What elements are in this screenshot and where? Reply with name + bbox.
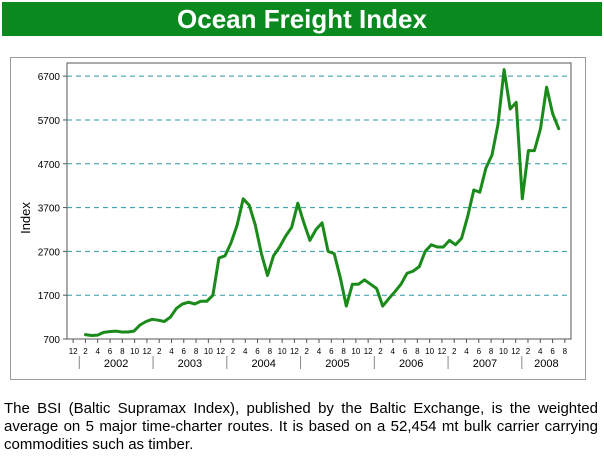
x-tick-label: 12 <box>142 347 151 356</box>
x-tick-label: 12 <box>364 347 373 356</box>
x-tick-label: 12 <box>511 347 520 356</box>
x-tick-label: 8 <box>120 347 125 356</box>
x-tick-label: 8 <box>268 347 273 356</box>
page-title-banner: Ocean Freight Index <box>2 2 602 36</box>
x-tick-label: 2 <box>157 347 162 356</box>
x-tick-label: 6 <box>403 347 408 356</box>
x-tick-label: 4 <box>169 347 174 356</box>
x-tick-label: 8 <box>341 347 346 356</box>
bsi-series-line <box>83 68 561 337</box>
year-label: 2005 <box>325 358 349 370</box>
x-tick-label: 4 <box>538 347 543 356</box>
y-tick-label: 1700 <box>38 291 61 302</box>
x-tick-label: 2 <box>231 347 236 356</box>
x-tick-label: 10 <box>351 347 360 356</box>
y-tick-label: 3700 <box>38 204 61 215</box>
x-tick-label: 2 <box>378 347 383 356</box>
x-tick-label: 4 <box>317 347 322 356</box>
x-tick-label: 6 <box>550 347 555 356</box>
y-axis-label: Index <box>18 202 33 234</box>
x-tick-label: 8 <box>194 347 199 356</box>
year-label: 2008 <box>534 358 558 370</box>
x-tick-label: 2 <box>452 347 457 356</box>
x-tick-label: 6 <box>108 347 113 356</box>
x-tick-label: 12 <box>69 347 78 356</box>
x-tick-label: 6 <box>477 347 482 356</box>
x-tick-label: 10 <box>204 347 213 356</box>
x-tick-label: 2 <box>83 347 88 356</box>
year-label: 2002 <box>104 358 128 370</box>
y-tick-label: 700 <box>43 335 60 346</box>
x-tick-label: 4 <box>243 347 248 356</box>
x-tick-label: 2 <box>304 347 309 356</box>
x-tick-label: 12 <box>216 347 225 356</box>
x-tick-label: 4 <box>464 347 469 356</box>
y-tick-label: 2700 <box>38 247 61 258</box>
x-tick-label: 6 <box>329 347 334 356</box>
x-tick-label: 6 <box>182 347 187 356</box>
x-tick-label: 8 <box>415 347 420 356</box>
x-tick-label: 4 <box>96 347 101 356</box>
chart-frame: Index 700 1700 2700 3700 4700 5700 6700 12 2 4 6 8 1… <box>10 57 586 380</box>
x-tick-label: 10 <box>499 347 508 356</box>
x-tick-label: 4 <box>391 347 396 356</box>
chart-caption: The BSI (Baltic Supramax Index), publish… <box>4 400 598 453</box>
x-tick-label: 12 <box>290 347 299 356</box>
year-label: 2004 <box>251 358 275 370</box>
y-tick-label: 4700 <box>38 160 61 171</box>
x-tick-label: 10 <box>130 347 139 356</box>
year-label: 2003 <box>178 358 202 370</box>
plot-area-border <box>66 62 572 340</box>
x-tick-label: 10 <box>425 347 434 356</box>
x-tick-label: 2 <box>526 347 531 356</box>
year-label: 2007 <box>473 358 497 370</box>
y-tick-label: 5700 <box>38 116 61 127</box>
x-tick-label: 6 <box>255 347 260 356</box>
x-tick-label: 8 <box>489 347 494 356</box>
y-tick-label: 6700 <box>38 72 61 83</box>
year-label: 2006 <box>399 358 423 370</box>
x-tick-label: 12 <box>437 347 446 356</box>
x-tick-label: 10 <box>278 347 287 356</box>
x-tick-label: 8 <box>563 347 568 356</box>
